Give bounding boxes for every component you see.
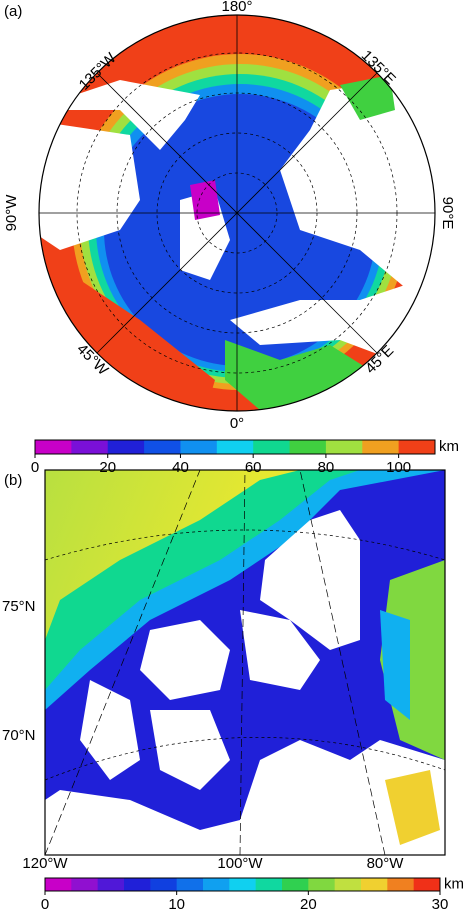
colorbar-segment [255, 878, 283, 891]
colorbar-segment [282, 878, 309, 891]
colorbar-segment [71, 440, 109, 454]
colorbar-tick-label: 100 [386, 459, 411, 476]
colorbar-segment [308, 878, 336, 891]
map-border [44, 469, 446, 856]
lon-label: 100°W [217, 855, 263, 872]
colorbar-segment [203, 878, 230, 891]
regional-map [45, 470, 445, 855]
panel-label: (b) [4, 472, 22, 489]
colorbar-unit: km [444, 875, 464, 892]
colorbar-segment [253, 440, 291, 454]
colorbar-segment [413, 878, 441, 891]
colorbar-segment [107, 440, 145, 454]
lon-label: 90°W [3, 194, 20, 232]
colorbar-tick-label: 0 [31, 459, 39, 476]
colorbar-tick-label: 40 [172, 459, 189, 476]
colorbar-segment [387, 878, 415, 891]
lon-label: 120°W [22, 855, 68, 872]
map-border [38, 14, 436, 412]
colorbar-tick-label: 60 [245, 459, 262, 476]
colorbar-segment [362, 440, 400, 454]
panel-label: (a) [4, 3, 22, 20]
colorbar-segment [334, 878, 362, 891]
lat-label: 70°N [2, 727, 36, 744]
colorbar-tick-label: 30 [432, 896, 449, 913]
colorbar-tick-label: 0 [41, 896, 49, 913]
colorbar-segment [150, 878, 178, 891]
colorbar-tick-label: 80 [318, 459, 335, 476]
colorbar-segment [97, 878, 125, 891]
lon-label: 90°E [439, 197, 456, 230]
colorbar-segment [176, 878, 204, 891]
colorbar-segment [361, 878, 388, 891]
colorbar-segment [180, 440, 218, 454]
colorbar-border [34, 439, 436, 455]
colorbar-unit: km [439, 438, 459, 455]
polar-map [39, 15, 435, 411]
colorbar-segment [144, 440, 181, 454]
colorbar-segment [398, 440, 436, 454]
lat-label: 75°N [2, 598, 36, 615]
colorbar-tick-label: 20 [300, 896, 317, 913]
colorbar-segment [325, 440, 363, 454]
colorbar-border [44, 877, 441, 892]
colorbar-segment [216, 440, 254, 454]
lon-label: 0° [230, 415, 244, 432]
colorbar-segment [35, 440, 72, 454]
colorbar-segment [289, 440, 327, 454]
colorbar-segment [229, 878, 257, 891]
colorbar-tick-label: 20 [99, 459, 116, 476]
colorbar-segment [124, 878, 151, 891]
lon-label: 80°W [367, 855, 405, 872]
colorbar-tick-label: 10 [168, 896, 185, 913]
colorbar-segment [45, 878, 72, 891]
lon-label: 180° [221, 0, 252, 15]
colorbar-segment [71, 878, 99, 891]
